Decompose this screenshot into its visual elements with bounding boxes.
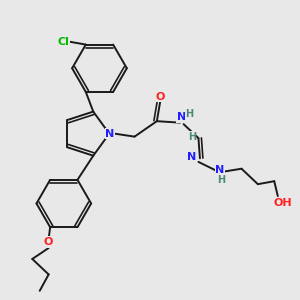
Text: OH: OH xyxy=(274,198,292,208)
Text: Cl: Cl xyxy=(58,37,69,46)
Text: H: H xyxy=(217,175,225,185)
Text: H: H xyxy=(188,132,196,142)
Text: N: N xyxy=(215,165,224,175)
Text: O: O xyxy=(156,92,165,102)
Text: N: N xyxy=(177,112,186,122)
Text: O: O xyxy=(44,237,53,247)
Text: N: N xyxy=(105,129,115,139)
Text: N: N xyxy=(187,152,196,162)
Text: H: H xyxy=(185,109,194,119)
